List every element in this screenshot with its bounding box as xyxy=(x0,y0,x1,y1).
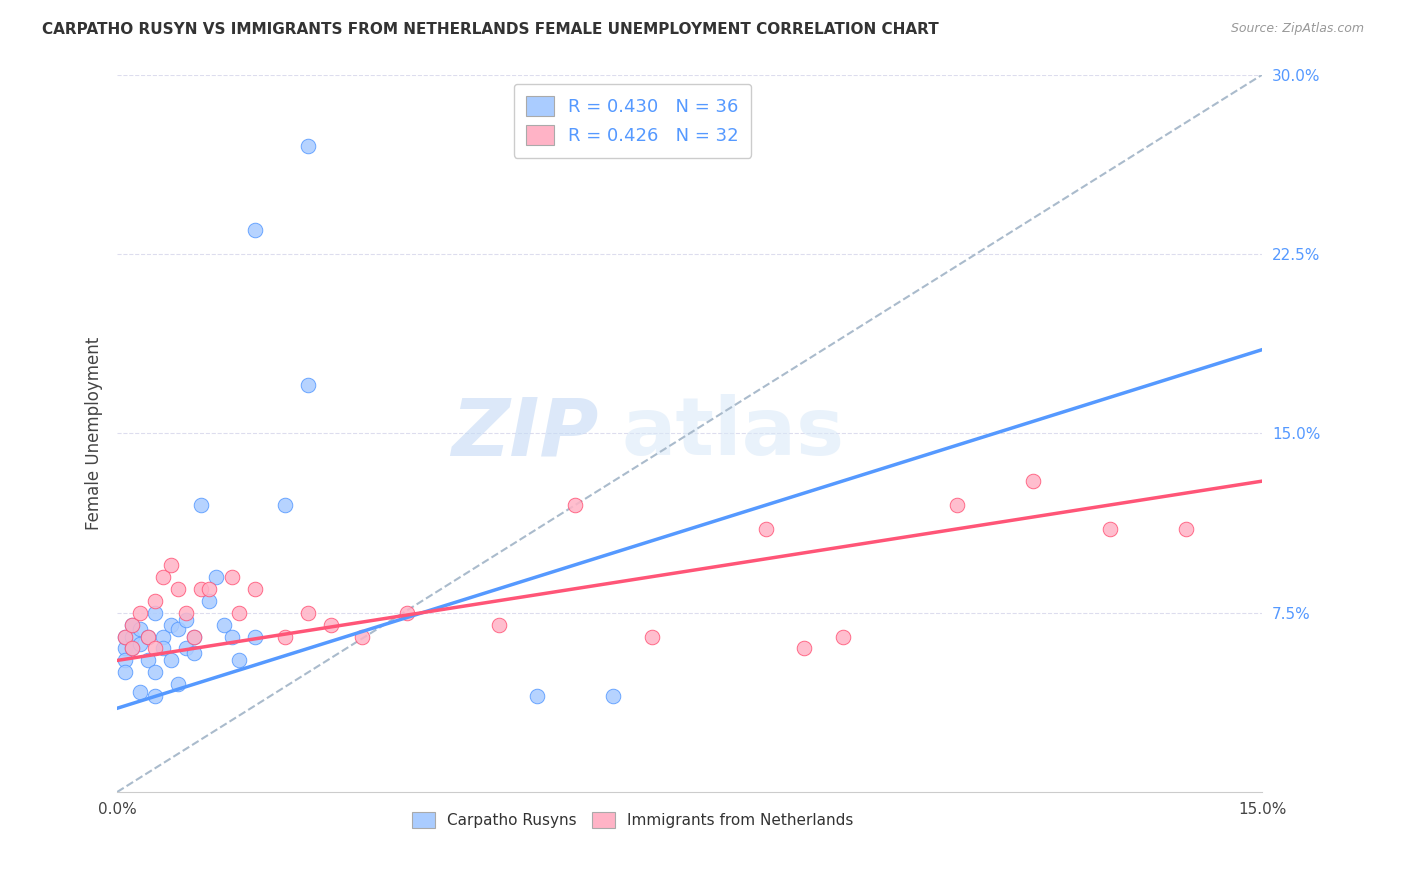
Point xyxy=(198,593,221,607)
Point xyxy=(121,641,143,656)
Point xyxy=(121,617,143,632)
Point xyxy=(152,570,174,584)
Point xyxy=(174,606,197,620)
Point xyxy=(488,617,510,632)
Text: CARPATHO RUSYN VS IMMIGRANTS FROM NETHERLANDS FEMALE UNEMPLOYMENT CORRELATION CH: CARPATHO RUSYN VS IMMIGRANTS FROM NETHER… xyxy=(42,22,939,37)
Point xyxy=(145,690,167,704)
Point xyxy=(145,606,167,620)
Point xyxy=(319,617,342,632)
Point xyxy=(831,630,853,644)
Point xyxy=(190,582,212,596)
Point xyxy=(1098,522,1121,536)
Point xyxy=(243,582,266,596)
Point xyxy=(152,630,174,644)
Point xyxy=(167,677,190,691)
Point xyxy=(243,223,266,237)
Point xyxy=(228,653,250,667)
Point xyxy=(129,637,152,651)
Legend: Carpatho Rusyns, Immigrants from Netherlands: Carpatho Rusyns, Immigrants from Netherl… xyxy=(406,805,859,835)
Point xyxy=(114,653,136,667)
Text: ZIP: ZIP xyxy=(451,394,598,472)
Point xyxy=(946,498,969,512)
Point xyxy=(396,606,419,620)
Point xyxy=(167,623,190,637)
Point xyxy=(174,613,197,627)
Point xyxy=(602,690,624,704)
Point xyxy=(755,522,778,536)
Point xyxy=(1175,522,1198,536)
Point xyxy=(205,570,228,584)
Point xyxy=(640,630,662,644)
Point xyxy=(121,617,143,632)
Point xyxy=(793,641,815,656)
Point xyxy=(114,630,136,644)
Point xyxy=(159,617,181,632)
Point xyxy=(212,617,235,632)
Text: Source: ZipAtlas.com: Source: ZipAtlas.com xyxy=(1230,22,1364,36)
Point xyxy=(1022,474,1045,488)
Point xyxy=(114,630,136,644)
Point xyxy=(183,646,205,660)
Point xyxy=(167,582,190,596)
Point xyxy=(228,606,250,620)
Point xyxy=(174,641,197,656)
Point xyxy=(297,139,319,153)
Point xyxy=(159,558,181,572)
Point xyxy=(274,498,297,512)
Point xyxy=(190,498,212,512)
Text: atlas: atlas xyxy=(621,394,844,472)
Point xyxy=(114,665,136,680)
Point xyxy=(129,684,152,698)
Point xyxy=(297,378,319,392)
Point xyxy=(198,582,221,596)
Point xyxy=(221,570,243,584)
Point xyxy=(564,498,586,512)
Point xyxy=(136,630,159,644)
Point xyxy=(145,665,167,680)
Point xyxy=(159,653,181,667)
Point xyxy=(129,623,152,637)
Point xyxy=(145,641,167,656)
Point xyxy=(129,606,152,620)
Point xyxy=(297,606,319,620)
Point xyxy=(183,630,205,644)
Point xyxy=(121,641,143,656)
Point xyxy=(121,630,143,644)
Y-axis label: Female Unemployment: Female Unemployment xyxy=(86,336,103,530)
Point xyxy=(221,630,243,644)
Point xyxy=(274,630,297,644)
Point xyxy=(145,593,167,607)
Point xyxy=(526,690,548,704)
Point xyxy=(152,641,174,656)
Point xyxy=(136,630,159,644)
Point xyxy=(243,630,266,644)
Point xyxy=(114,641,136,656)
Point xyxy=(183,630,205,644)
Point xyxy=(350,630,373,644)
Point xyxy=(136,653,159,667)
